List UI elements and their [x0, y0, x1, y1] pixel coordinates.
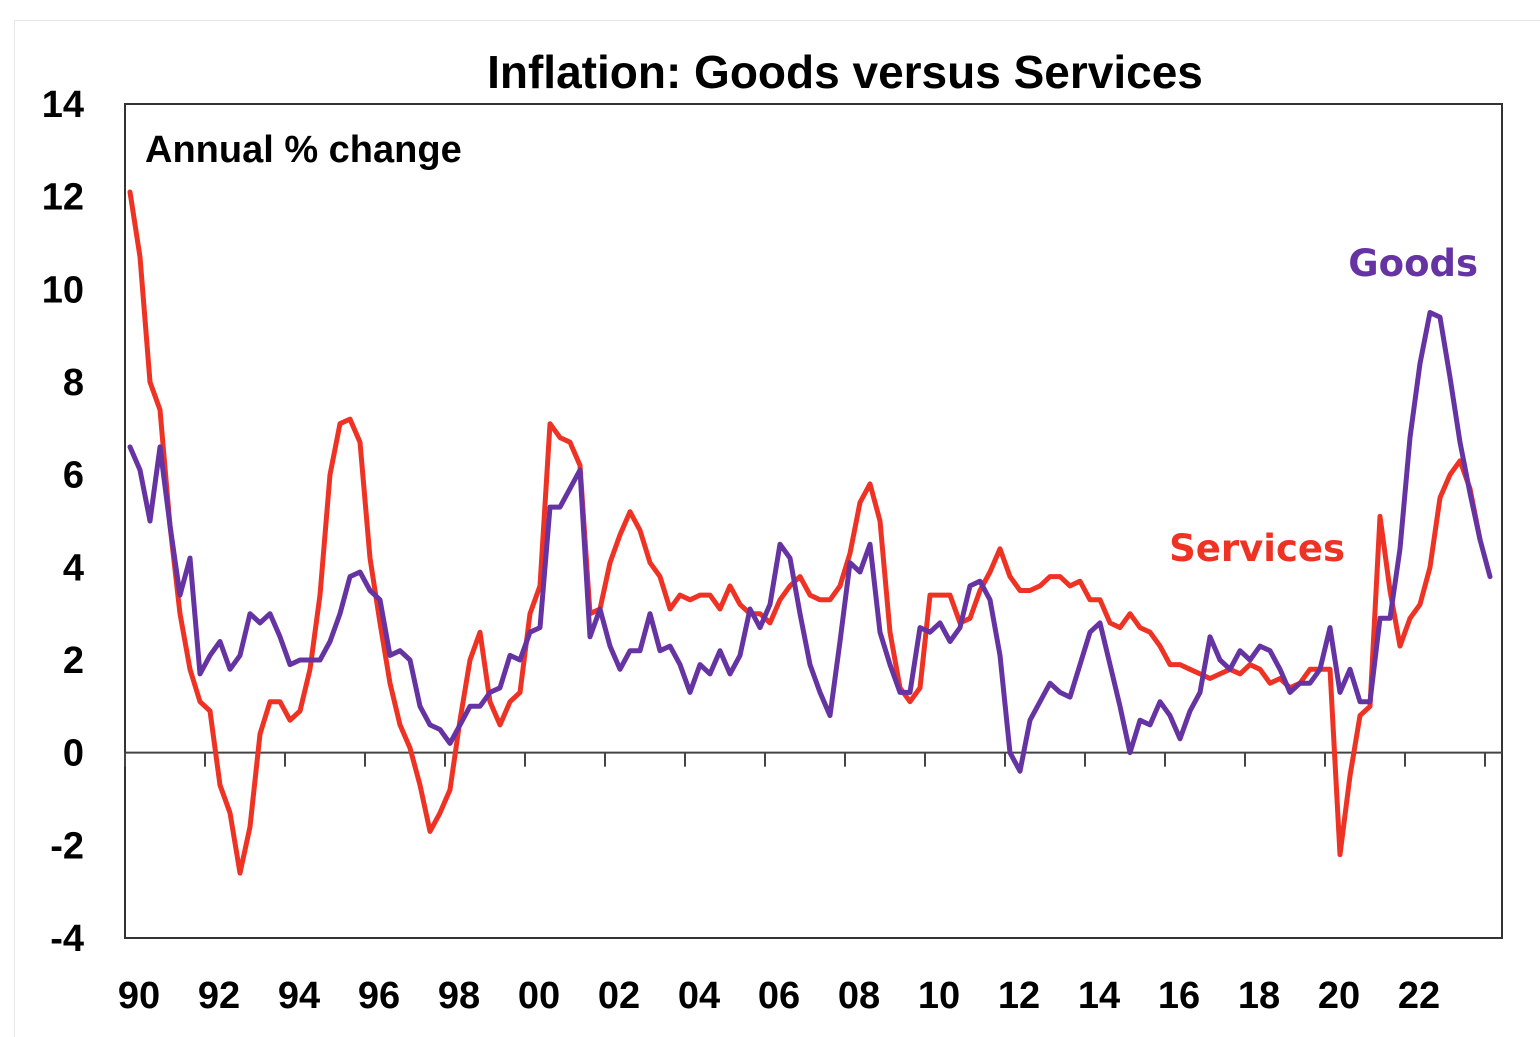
y-tick-label: 12: [42, 177, 84, 219]
y-tick-label: 8: [63, 362, 84, 404]
series-line-services: [127, 189, 1483, 876]
x-tick-label: 04: [678, 975, 720, 1017]
x-tick-label: 02: [598, 975, 640, 1017]
x-tick-label: 18: [1238, 975, 1280, 1017]
x-tick-label: 96: [358, 975, 400, 1017]
x-tick-label: 14: [1078, 975, 1120, 1017]
x-tick-label: 00: [518, 975, 560, 1017]
x-tick-label: 22: [1398, 975, 1440, 1017]
x-tick-label: 98: [438, 975, 480, 1017]
x-tick-label: 16: [1158, 975, 1200, 1017]
series-label-services: Services: [1169, 527, 1345, 570]
x-tick-label: 20: [1318, 975, 1360, 1017]
x-tick-label: 08: [838, 975, 880, 1017]
chart-frame: [14, 20, 1540, 1037]
chart-subtitle: Annual % change: [145, 129, 462, 171]
y-tick-label: 4: [63, 547, 84, 589]
y-tick-label: 14: [42, 84, 84, 126]
x-tick-label: 10: [918, 975, 960, 1017]
y-tick-label: 10: [42, 269, 84, 311]
x-tick-label: 12: [998, 975, 1040, 1017]
x-tick-label: 06: [758, 975, 800, 1017]
x-tick-label: 94: [278, 975, 320, 1017]
plot-area: [124, 103, 1503, 939]
chart-title: Inflation: Goods versus Services: [487, 46, 1203, 98]
y-tick-label: 2: [63, 640, 84, 682]
series-line-goods: [127, 310, 1493, 774]
y-tick-label: 0: [63, 733, 84, 775]
x-tick-label: 90: [118, 975, 160, 1017]
x-tick-label: 92: [198, 975, 240, 1017]
y-tick-label: -4: [50, 918, 84, 960]
series-label-goods: Goods: [1348, 242, 1478, 285]
y-tick-label: -2: [50, 825, 84, 867]
y-tick-label: 6: [63, 455, 84, 497]
